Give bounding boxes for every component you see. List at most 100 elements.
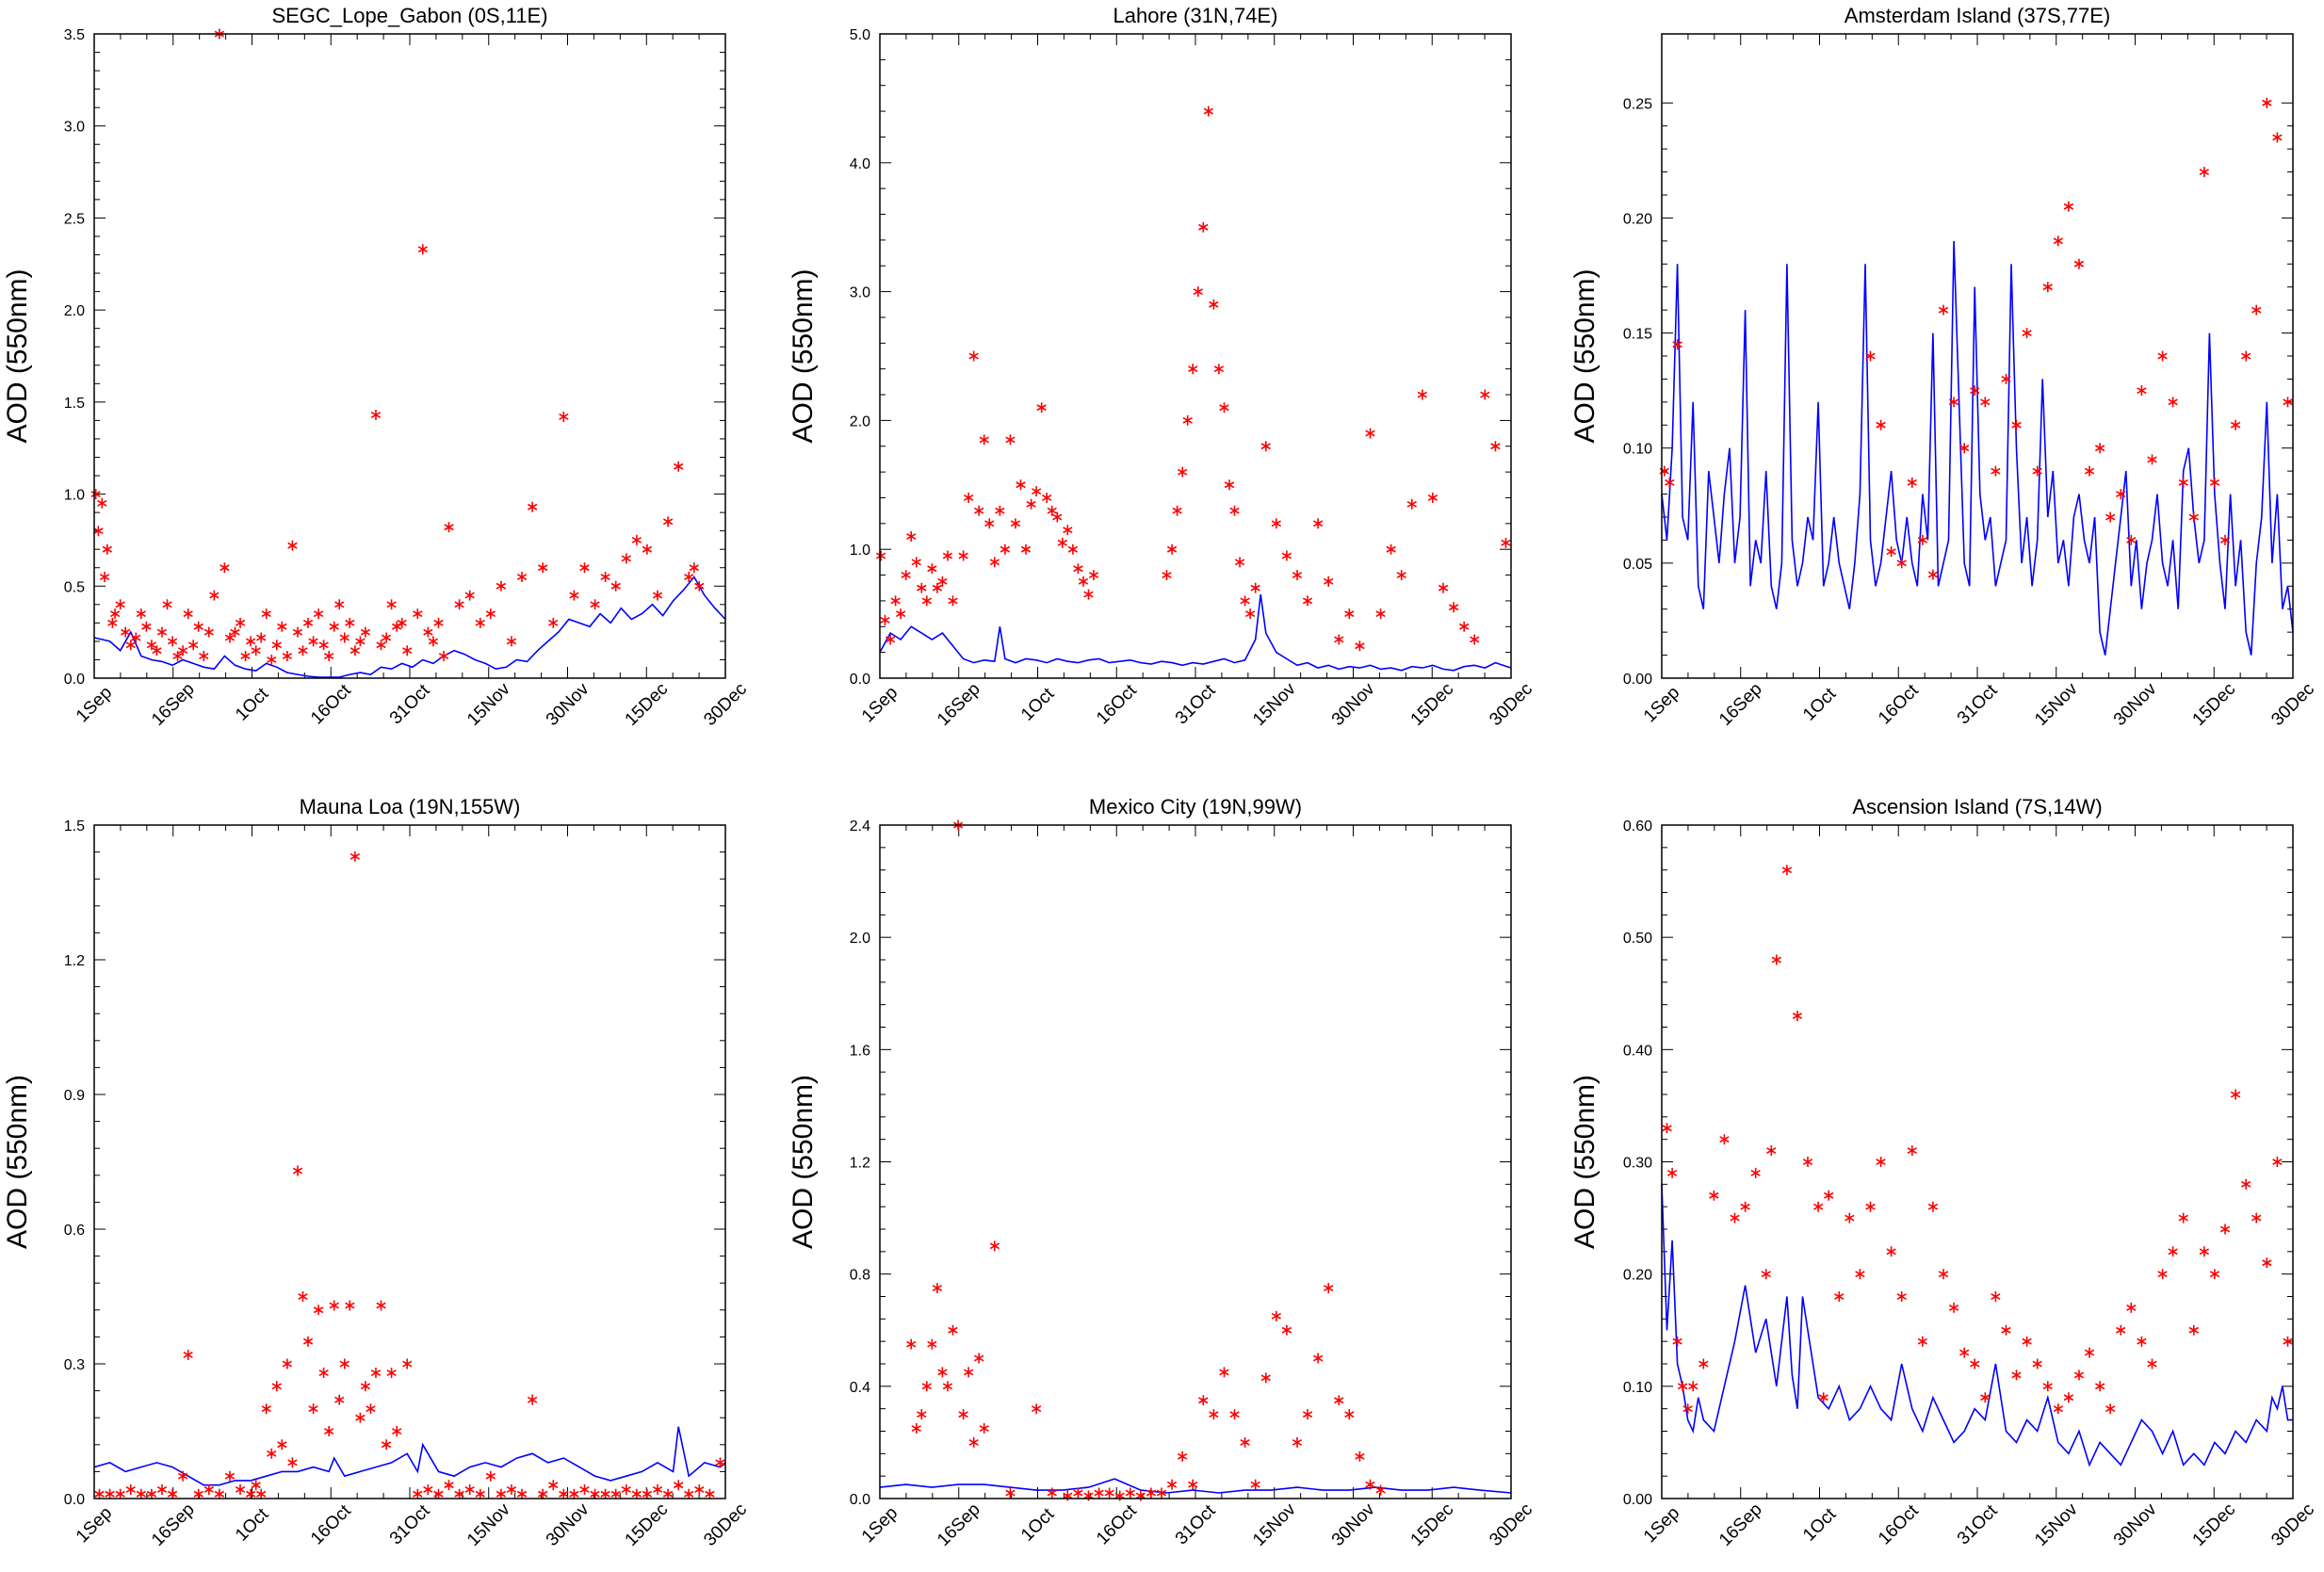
x-tick-label: 16Oct [1875,680,1923,728]
observed-aod-point [261,1403,271,1415]
y-axis-label: AOD (550nm) [788,268,819,443]
x-tick-label: 1Oct [232,1504,273,1546]
observed-aod-point [136,1488,147,1499]
observed-aod-point [1818,1392,1828,1403]
x-tick-label: 15Dec [1407,1499,1458,1550]
observed-aod-point [1730,1212,1740,1224]
y-tick-label: 1.2 [850,1156,870,1172]
y-tick-label: 0.05 [1623,557,1652,573]
observed-aod-point [251,1480,261,1491]
observed-aod-point [141,621,152,632]
observed-aod-point [590,599,600,610]
chart-title: Mauna Loa (19N,155W) [300,795,521,818]
observed-aod-point [433,617,444,628]
observed-aod-point [937,1367,948,1378]
observed-aod-point [136,608,147,620]
observed-aod-point [1886,546,1896,558]
observed-aod-point [125,640,136,651]
observed-aod-point [2137,385,2147,397]
observed-aod-point [267,655,277,665]
observed-aod-point [2157,1269,2168,1280]
x-tick-label: 30Dec [2267,679,2318,730]
observed-aod-point [1766,1145,1777,1157]
observed-aod-point [911,1423,921,1434]
observed-aod-point [906,1338,917,1350]
observed-aod-point [1125,1487,1135,1499]
observed-aod-point [885,634,896,645]
observed-aod-point [1135,1490,1146,1501]
y-tick-label: 0.15 [1623,327,1652,343]
observed-aod-point [444,1480,454,1491]
chart-panel-1: Lahore (31N,74E) AOD (550nm) 0.0 1.0 2.0 3.0 4… [788,4,1536,730]
observed-aod-point [2094,1381,2105,1392]
observed-aod-point [2126,534,2137,545]
observed-aod-point [579,1484,590,1495]
observed-aod-point [496,1488,507,1499]
observed-aod-point [1229,1409,1240,1420]
observed-aod-point [1665,477,1675,488]
observed-aod-point [1063,1490,1073,1501]
observed-aod-point [428,636,439,647]
observed-aod-point [538,1488,548,1499]
observed-aod-point [2199,1246,2210,1257]
observed-aod-point [1193,286,1203,298]
y-tick-label: 4.0 [850,156,870,172]
observed-aod-point [1260,441,1271,452]
observed-aod-point [2283,397,2293,408]
observed-aod-point [2209,1269,2220,1280]
observed-aod-point [1047,505,1057,516]
x-tick-label: 16Oct [307,1500,355,1548]
observed-aod-point [1991,465,2001,477]
y-tick-label: 2.5 [64,211,85,227]
observed-aod-point [146,1488,157,1499]
observed-aod-point [188,640,199,651]
observed-aod-point [2168,397,2178,408]
observed-aod-point [444,522,454,533]
observed-aod-point [684,572,694,582]
observed-aod-point [989,1240,1000,1252]
observed-aod-point [1991,1291,2001,1302]
observed-aod-point [559,412,569,422]
observed-aod-point [2094,443,2105,454]
observed-aod-point [235,617,246,628]
observed-aod-point [1672,1336,1682,1347]
observed-aod-point [115,599,125,610]
observed-aod-point [631,1488,642,1499]
y-tick-label: 0.8 [850,1268,870,1284]
observed-aod-point [1042,493,1052,503]
observed-aod-point [99,572,110,582]
observed-aod-point [287,1457,298,1468]
observed-aod-point [318,1368,329,1378]
observed-aod-point [271,640,282,651]
y-tick-label: 1.0 [64,488,85,504]
observed-aod-point [1406,498,1417,510]
observed-aod-point [2178,1212,2188,1224]
observed-aod-point [1166,543,1178,555]
observed-aod-point [433,1488,444,1499]
observed-aod-point [1281,550,1292,561]
observed-aod-point [94,1488,105,1499]
y-tick-label: 0.0 [850,672,870,688]
observed-aod-point [423,626,433,638]
observed-aod-point [1958,443,1970,454]
y-tick-label: 0.25 [1623,96,1652,112]
model-aod-line [879,1478,1512,1494]
observed-aod-point [93,526,104,537]
observed-aod-point [921,595,933,607]
x-tick-label: 30Dec [2267,1499,2318,1550]
observed-aod-point [2032,465,2042,477]
observed-aod-point [1662,1123,1672,1134]
observed-aod-point [1166,1479,1178,1490]
observed-aod-point [538,562,548,574]
observed-aod-point [927,1338,937,1350]
observed-aod-point [906,531,917,542]
observed-aod-point [2230,419,2241,430]
observed-aod-point [386,599,397,610]
observed-aod-point [1375,608,1386,620]
observed-aod-point [1057,537,1067,548]
observed-aod-point [579,562,590,574]
observed-aod-point [2011,419,2022,430]
observed-aod-point [1198,221,1209,233]
observed-aod-point [302,617,314,628]
x-tick-label: 31Oct [386,1500,434,1548]
